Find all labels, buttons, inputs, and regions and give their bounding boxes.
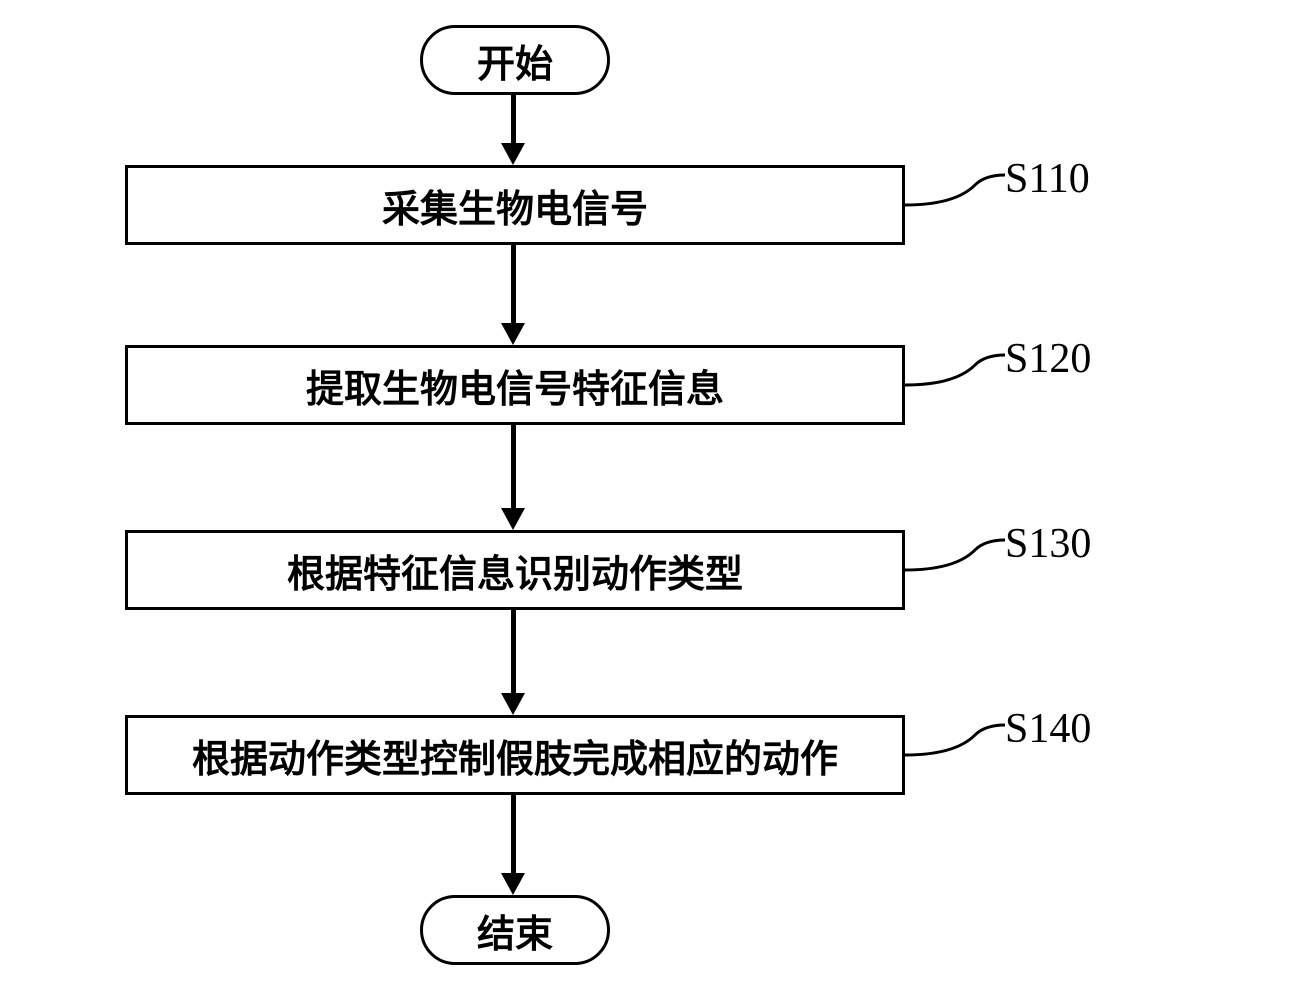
end-node: 结束 — [420, 895, 610, 965]
s130-label: 根据特征信息识别动作类型 — [287, 543, 743, 598]
step-label-s120: S120 — [1005, 335, 1091, 383]
arrow-head-2 — [501, 323, 525, 345]
s110-label: 采集生物电信号 — [382, 178, 648, 233]
process-s130: 根据特征信息识别动作类型 — [125, 530, 905, 610]
arrow-1 — [511, 95, 516, 145]
end-label: 结束 — [477, 903, 553, 958]
step-label-s130: S130 — [1005, 520, 1091, 568]
connector-s120 — [905, 345, 1005, 395]
start-label: 开始 — [477, 33, 553, 88]
step-label-s140: S140 — [1005, 705, 1091, 753]
start-node: 开始 — [420, 25, 610, 95]
arrow-5 — [511, 795, 516, 875]
connector-s110 — [905, 165, 1005, 215]
s140-label: 根据动作类型控制假肢完成相应的动作 — [192, 728, 838, 783]
process-s140: 根据动作类型控制假肢完成相应的动作 — [125, 715, 905, 795]
arrow-head-3 — [501, 508, 525, 530]
arrow-4 — [511, 610, 516, 695]
step-label-s110: S110 — [1005, 155, 1090, 203]
process-s110: 采集生物电信号 — [125, 165, 905, 245]
s120-label: 提取生物电信号特征信息 — [306, 358, 724, 413]
connector-s140 — [905, 715, 1005, 765]
flowchart-container: 开始 采集生物电信号 S110 提取生物电信号特征信息 S120 根据特征信息识… — [0, 0, 1290, 1005]
arrow-head-5 — [501, 873, 525, 895]
arrow-head-4 — [501, 693, 525, 715]
arrow-2 — [511, 245, 516, 325]
arrow-3 — [511, 425, 516, 510]
connector-s130 — [905, 530, 1005, 580]
arrow-head-1 — [501, 143, 525, 165]
process-s120: 提取生物电信号特征信息 — [125, 345, 905, 425]
